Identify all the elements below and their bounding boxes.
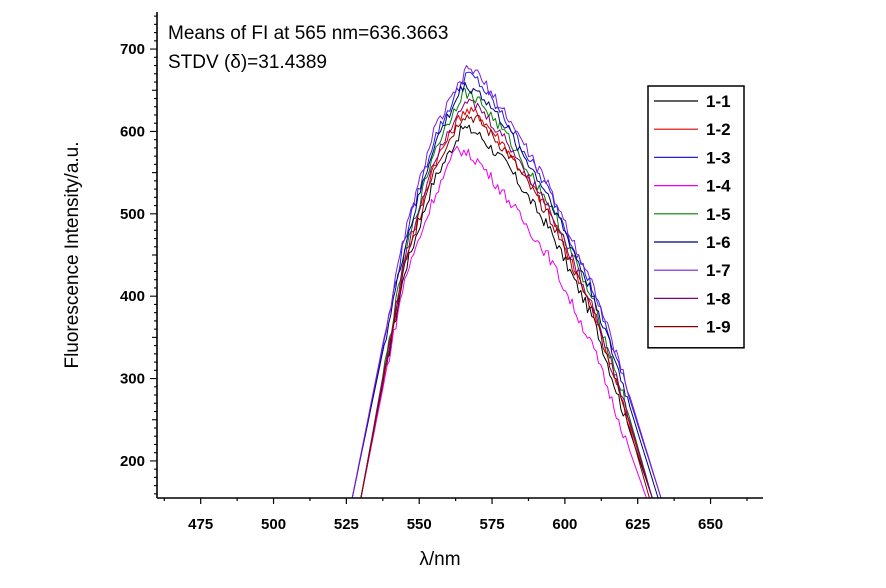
legend-label-1-3: 1-3 [706,148,731,167]
legend-label-1-6: 1-6 [706,233,731,252]
series-line-1-8 [360,98,653,499]
x-axis-title: λ/nm [419,549,460,570]
x-tick-label: 650 [698,516,723,533]
series-line-1-2 [360,106,653,499]
y-axis-title: Fluorescence Intensity/a.u. [62,141,83,368]
legend-label-1-4: 1-4 [706,177,731,196]
legend-label-1-7: 1-7 [706,261,731,280]
x-tick-label: 525 [334,516,359,533]
series-line-1-7 [351,65,662,499]
annotations: Means of FI at 565 nm=636.3663 STDV (δ)=… [168,23,448,73]
legend-label-1-2: 1-2 [706,120,731,139]
y-tick-label: 600 [120,123,145,140]
y-tick-label: 300 [120,371,145,388]
y-tick-label: 700 [120,41,145,58]
axes-layer: 475 500 525 550 575 600 625 650 200 300 400 500 600 7… [120,12,763,533]
y-tick-label: 200 [120,453,145,470]
series-line-1-6 [351,81,659,499]
x-tick-label: 625 [625,516,650,533]
y-tick-label: 400 [120,288,145,305]
legend-label-1-8: 1-8 [706,289,731,308]
series-line-1-1 [360,124,653,499]
legend-label-1-1: 1-1 [706,92,731,111]
x-tick-label: 500 [261,516,286,533]
legend-label-1-5: 1-5 [706,205,731,224]
legend: 1-1 1-2 1-3 1-4 1-5 1-6 1-7 1-8 1-9 [647,85,745,349]
x-tick-label: 475 [188,516,213,533]
legend-label-1-9: 1-9 [706,318,731,337]
annotation-mean: Means of FI at 565 nm=636.3663 [168,23,448,44]
x-tick-label: 575 [480,516,505,533]
annotation-stdv: STDV (δ)=31.4389 [168,52,327,73]
y-tick-label: 500 [120,206,145,223]
series-layer [351,65,662,499]
series-line-1-9 [360,114,650,499]
x-tick-label: 550 [407,516,432,533]
x-tick-label: 600 [552,516,577,533]
series-line-1-4 [360,145,647,499]
